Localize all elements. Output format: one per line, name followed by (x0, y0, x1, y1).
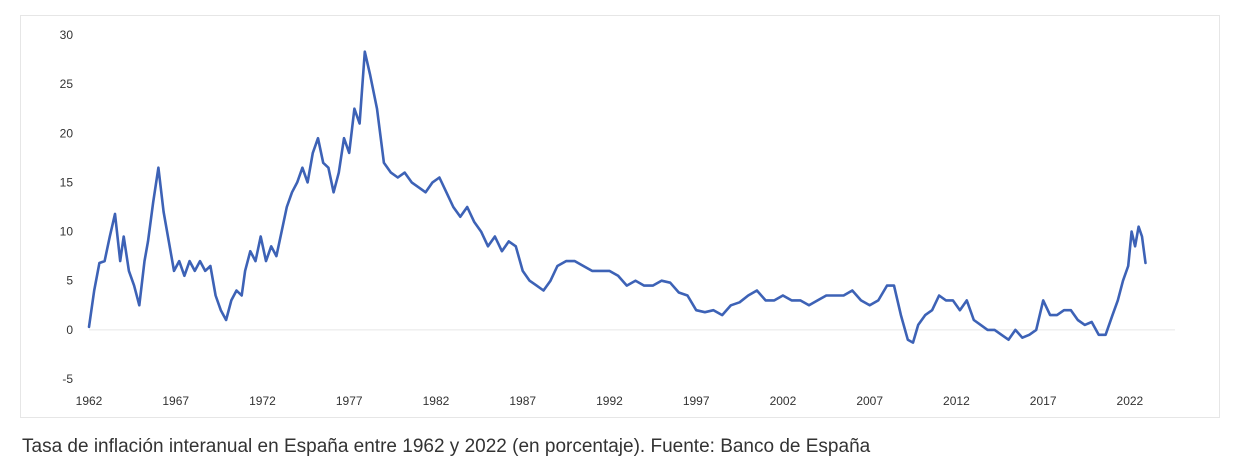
y-tick-label: 10 (60, 225, 74, 239)
x-tick-label: 1977 (336, 394, 363, 408)
y-tick-label: 5 (66, 274, 73, 288)
y-tick-label: 30 (60, 28, 74, 42)
y-tick-label: 25 (60, 77, 74, 91)
y-tick-label: 20 (60, 126, 74, 140)
chart-frame (20, 15, 1220, 418)
x-tick-label: 1962 (76, 394, 103, 408)
chart-caption: Tasa de inflación interanual en España e… (22, 436, 871, 457)
y-tick-label: 0 (66, 323, 73, 337)
y-tick-label: -5 (62, 372, 73, 386)
x-tick-label: 2012 (943, 394, 970, 408)
x-tick-label: 2007 (856, 394, 883, 408)
y-tick-label: 15 (60, 175, 74, 189)
x-tick-label: 1992 (596, 394, 623, 408)
x-tick-label: 2022 (1117, 394, 1144, 408)
x-tick-label: 1997 (683, 394, 710, 408)
x-tick-label: 1987 (509, 394, 536, 408)
x-tick-label: 2002 (770, 394, 797, 408)
x-tick-label: 2017 (1030, 394, 1057, 408)
x-tick-label: 1982 (423, 394, 450, 408)
inflation-series-line (87, 50, 1147, 344)
x-tick-label: 1967 (162, 394, 189, 408)
x-tick-label: 1972 (249, 394, 276, 408)
